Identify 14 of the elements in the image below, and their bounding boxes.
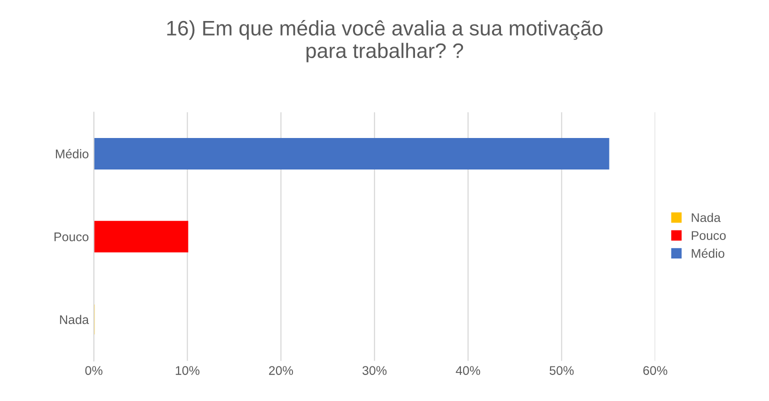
legend-label: Nada <box>692 212 721 222</box>
x-tick-label: 30% <box>362 366 387 375</box>
legend-label: Médio <box>692 248 724 258</box>
x-tick-label: 60% <box>643 366 668 375</box>
x-tick-label: 20% <box>269 366 294 375</box>
x-tick-label: 50% <box>550 366 574 375</box>
chart-title: 16) Em que média você avalia a sua motivação para trabalhar? ? <box>167 20 603 62</box>
y-tick-label: Médio <box>56 149 88 158</box>
y-tick-label: Nada <box>60 314 89 324</box>
legend-label: Pouco <box>692 231 726 240</box>
x-tick-label: 10% <box>176 366 200 375</box>
x-tick-label: 40% <box>456 366 480 375</box>
y-tick-label: Pouco <box>54 232 88 242</box>
x-tick-label: 0% <box>85 366 102 375</box>
